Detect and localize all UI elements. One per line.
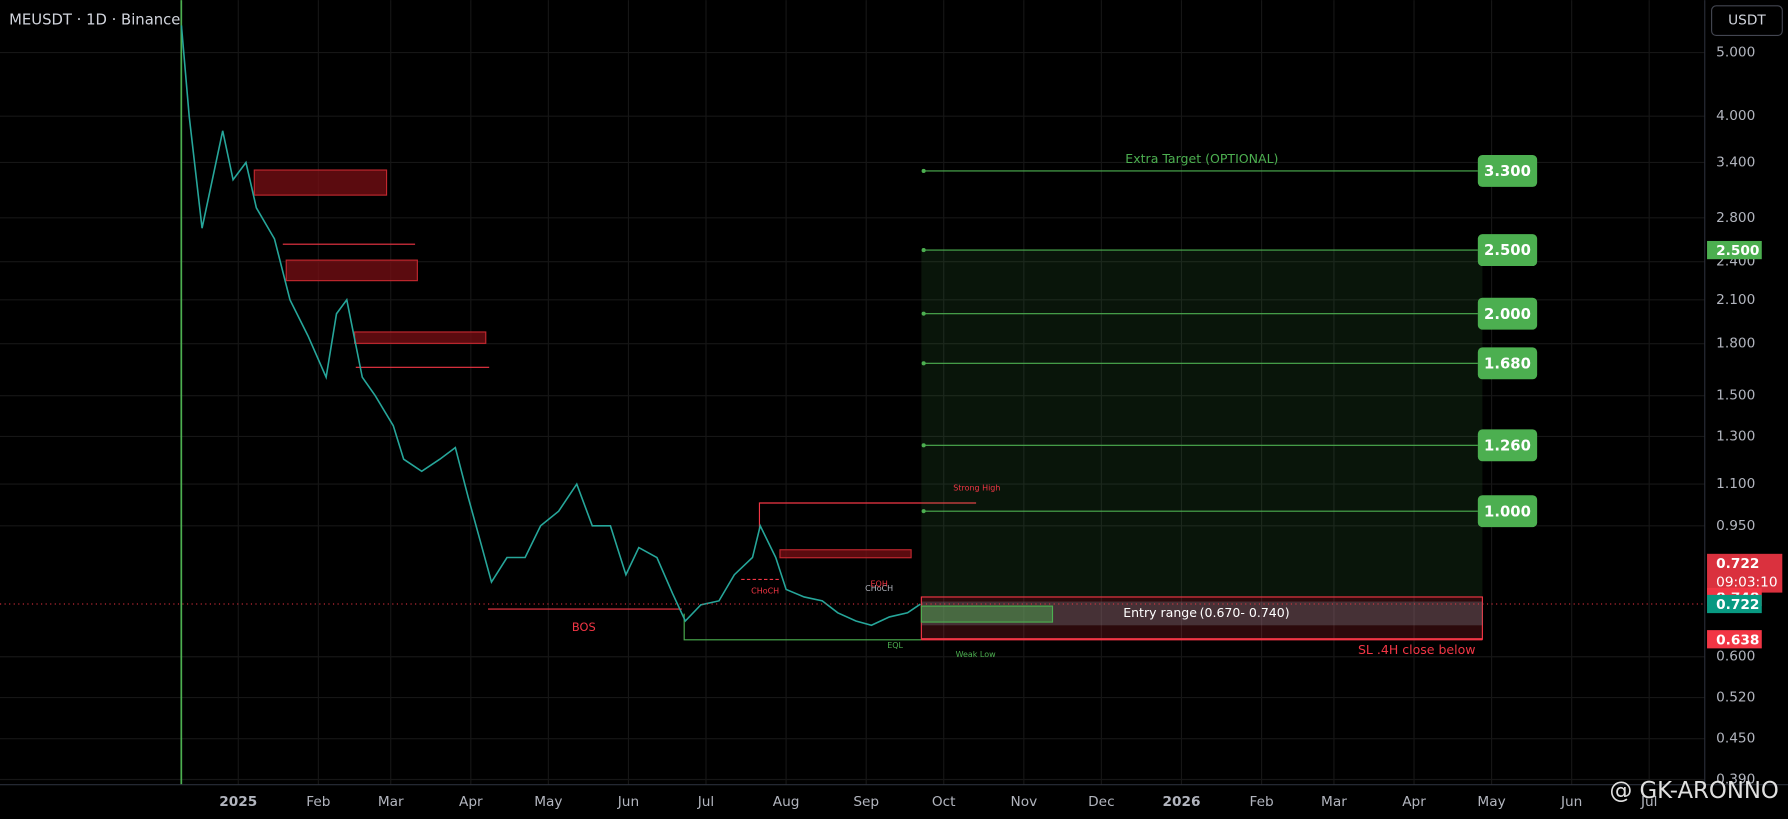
zones: Entry range (0.670- 0.740) SL .4H close be… <box>920 151 1538 657</box>
x-tick-label: Mar <box>378 794 404 810</box>
weak-low-label: Weak Low <box>956 650 997 659</box>
x-tick-label: May <box>1477 794 1505 810</box>
x-tick-label: Nov <box>1010 794 1037 810</box>
target-label: 3.300 <box>1484 163 1531 180</box>
x-tick-label: Jun <box>1560 794 1582 810</box>
target-dot <box>921 248 926 253</box>
axis-badge <box>1707 630 1762 649</box>
axis-badge-label: 0.722 <box>1716 597 1759 613</box>
target-badge <box>1477 429 1538 462</box>
order-block <box>779 549 912 559</box>
target-badge <box>1477 347 1538 380</box>
x-tick-label: Aug <box>773 794 800 810</box>
strong-high-line <box>758 502 977 531</box>
y-tick-label: 1.300 <box>1716 428 1755 444</box>
x-tick-label: Apr <box>459 794 483 810</box>
last-price-badge <box>1707 553 1783 593</box>
y-tick-label: 5.000 <box>1716 45 1755 61</box>
symbol: MEUSDT · 1D · Binance <box>9 12 180 29</box>
y-tick-label: 2.800 <box>1716 210 1755 226</box>
order-block <box>354 331 487 344</box>
x-tick-label: Feb <box>306 794 330 810</box>
plot <box>0 25 1705 627</box>
y-tick-label: 1.800 <box>1716 336 1755 352</box>
x-tick-label: 2025 <box>219 794 257 810</box>
target-dot <box>921 361 926 366</box>
eql-label: EQL <box>887 641 903 650</box>
strong-high-label: Strong High <box>953 484 1000 493</box>
y-tick-label: 0.950 <box>1716 518 1755 534</box>
y-tick-label: 0.600 <box>1716 649 1755 665</box>
choch-label: CHoCH <box>751 586 779 595</box>
x-tick-label: Jun <box>617 794 639 810</box>
axes: 5.0004.0003.4002.8002.4002.1001.8001.500… <box>219 45 1783 810</box>
x-tick-label: Dec <box>1088 794 1114 810</box>
countdown-label: 09:03:10 <box>1716 574 1777 590</box>
target-badge <box>1477 234 1538 267</box>
last-price-label: 0.722 <box>1716 556 1759 572</box>
bos-label: BOS <box>572 620 596 634</box>
y-tick-label: 3.400 <box>1716 154 1755 170</box>
axis-badge <box>1707 594 1762 614</box>
target-badge <box>1477 495 1538 528</box>
choch-label: CHoCH <box>865 584 893 593</box>
target-label: 2.500 <box>1484 242 1531 259</box>
target-label: 1.680 <box>1484 355 1531 372</box>
currency-button[interactable] <box>1711 5 1783 37</box>
price-line <box>180 25 921 627</box>
entry-zone <box>921 601 1483 626</box>
y-tick-label: 0.390 <box>1716 771 1755 787</box>
entry-label: Entry range <box>1123 605 1197 620</box>
y-tick-label: 1.500 <box>1716 388 1755 404</box>
x-tick-label: Sep <box>853 794 879 810</box>
order-block <box>253 169 388 196</box>
y-tick-label: 2.100 <box>1716 292 1755 308</box>
watermark: @ GK-ARONNO <box>1609 778 1778 804</box>
price-axis <box>1704 0 1788 819</box>
eql-line <box>683 613 922 641</box>
x-tick-label: Oct <box>932 794 956 810</box>
axis-badge-label: 2.500 <box>1716 243 1759 259</box>
x-tick-label: Jul <box>1640 794 1658 810</box>
target-badge <box>1477 297 1538 330</box>
target-dot <box>921 168 926 174</box>
structure-lines <box>282 243 977 610</box>
entry-box <box>920 605 1054 623</box>
profit-zone <box>921 250 1483 597</box>
target-label: 2.000 <box>1484 306 1531 323</box>
x-tick-label: Jul <box>697 794 715 810</box>
x-tick-label: Feb <box>1249 794 1273 810</box>
x-tick-label: 2026 <box>1162 794 1200 810</box>
y-tick-label: 0.450 <box>1716 731 1755 747</box>
x-tick-label: Apr <box>1402 794 1426 810</box>
target-badge <box>1477 154 1538 187</box>
stop-label: SL .4H close below <box>1358 642 1476 657</box>
y-tick-label: 0.520 <box>1716 690 1755 706</box>
y-tick-label: 4.000 <box>1716 108 1755 124</box>
grid <box>0 0 1705 785</box>
x-tick-label: May <box>534 794 562 810</box>
target-dot <box>921 509 926 514</box>
axis-badge <box>1707 240 1762 260</box>
order-blocks <box>253 169 912 559</box>
eqh-label: EQH <box>871 579 888 588</box>
target-label: 1.000 <box>1484 503 1531 520</box>
target-dot <box>921 311 926 316</box>
currency-label[interactable]: USDT <box>1728 13 1766 29</box>
extra-target-label: Extra Target (OPTIONAL) <box>1125 151 1278 166</box>
axis-badge-label: 0.638 <box>1716 632 1759 648</box>
order-block <box>285 259 418 282</box>
x-tick-label: Mar <box>1321 794 1347 810</box>
target-label: 1.260 <box>1484 437 1531 454</box>
entry-range-label: (0.670- 0.740) <box>1200 605 1290 620</box>
y-tick-label: 1.100 <box>1716 476 1755 492</box>
risk-zone <box>920 596 1483 640</box>
target-dot <box>921 443 926 448</box>
